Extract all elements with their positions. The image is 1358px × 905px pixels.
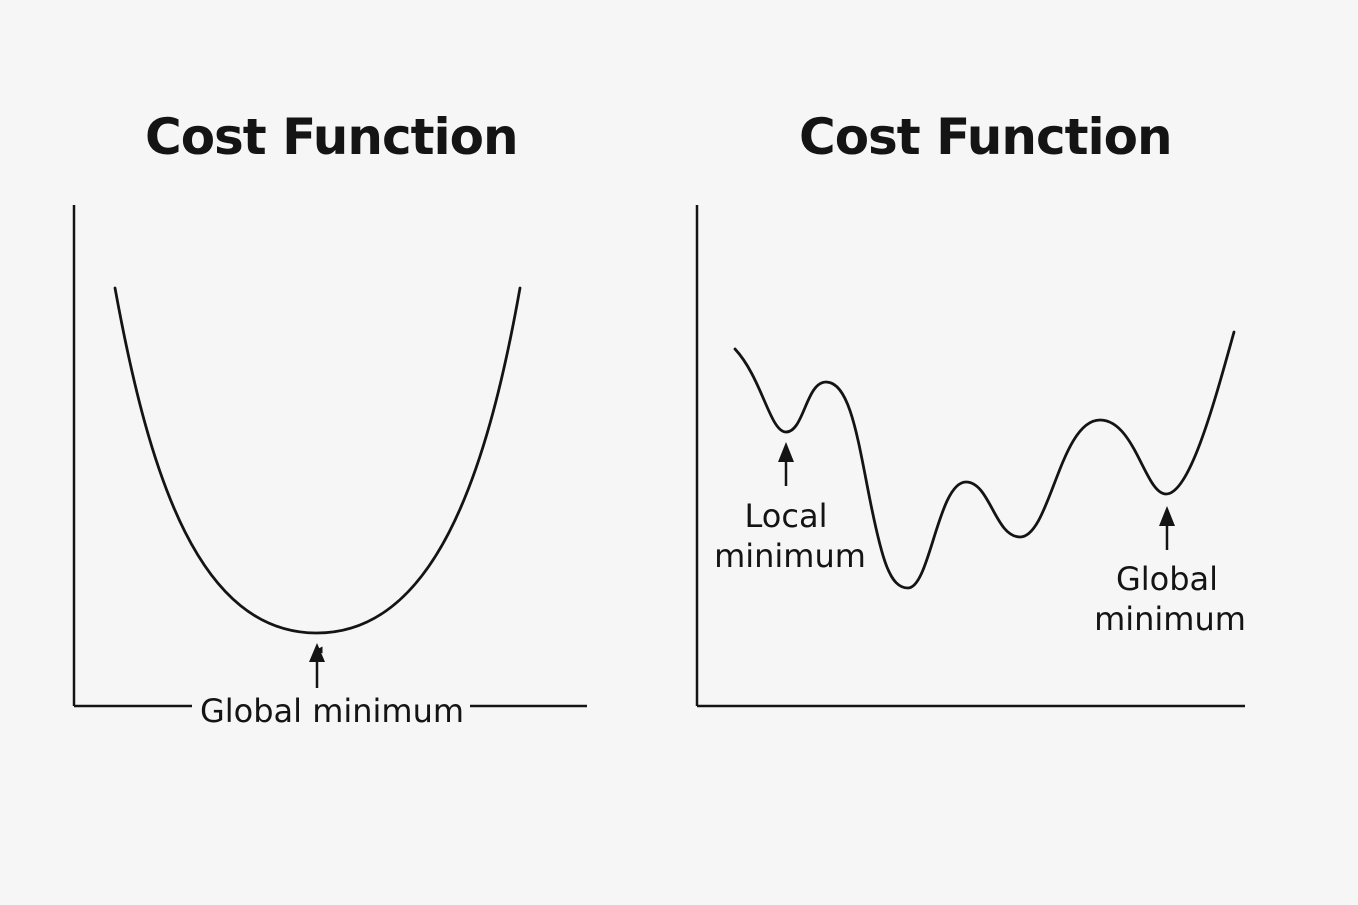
right-panel: Local minimum Global minimum bbox=[695, 205, 1246, 708]
nonconvex-cost-curve bbox=[733, 330, 1236, 590]
right-global-minimum-arrowhead bbox=[1159, 506, 1175, 526]
local-minimum-label-line2: minimum bbox=[714, 537, 866, 575]
left-panel-title: Cost Function bbox=[145, 108, 519, 166]
local-minimum-label-line1: Local bbox=[745, 497, 828, 535]
local-minimum-arrowhead bbox=[778, 442, 794, 462]
left-global-minimum-label: Global minimum bbox=[200, 692, 464, 730]
right-global-minimum-label-line1: Global bbox=[1116, 560, 1218, 598]
right-panel-title: Cost Function bbox=[799, 108, 1173, 166]
convex-cost-curve bbox=[113, 286, 522, 635]
global-minimum-arrowhead bbox=[309, 643, 325, 662]
left-panel: Global minimum bbox=[72, 205, 587, 730]
right-global-minimum-label-line2: minimum bbox=[1094, 600, 1246, 638]
